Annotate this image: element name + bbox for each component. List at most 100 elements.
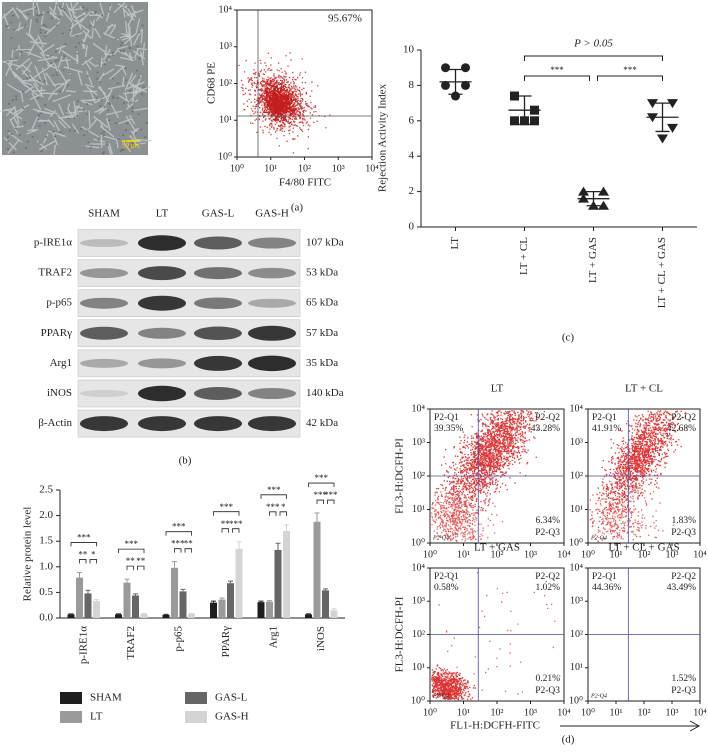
cell-outlines [0, 0, 152, 156]
blot-band [138, 416, 186, 432]
error-bar [306, 613, 311, 615]
event-cloud [431, 664, 476, 701]
x-tick-label: 10⁰ [581, 707, 595, 718]
error-bar [180, 588, 186, 592]
lane-label: GAS-H [255, 208, 289, 220]
significance-label: *** [623, 65, 637, 75]
x-tick-label: 10² [638, 549, 651, 560]
data-point [598, 200, 609, 210]
blot-band [194, 387, 242, 400]
x-tick-label: 10³ [524, 549, 537, 560]
quadrant-name: P2-Q1 [592, 413, 617, 423]
significance-label: ** [221, 519, 231, 529]
event-cloud [431, 482, 504, 543]
significance-bracket [79, 559, 87, 564]
y-tick-label: 0.0 [39, 612, 53, 624]
significance-label: *** [550, 65, 564, 75]
significance-label: ** [136, 556, 146, 566]
blot-band [194, 297, 242, 309]
significance-bracket [260, 494, 287, 499]
data-point [441, 80, 450, 90]
quadrant-name: P2-Q3 [671, 686, 696, 696]
significance-label: *** [229, 519, 243, 529]
bar [132, 595, 139, 618]
x-tick-label: 10¹ [610, 707, 623, 718]
blot-band [194, 355, 242, 371]
quadrant-percent: 1.52% [671, 674, 696, 684]
significance-bracket [89, 559, 97, 564]
lane-label: SHAM [88, 208, 120, 220]
significance-bracket [279, 511, 287, 516]
y-tick-label: 10⁰ [411, 537, 425, 548]
quadrant-name: P2-Q4 [432, 534, 449, 541]
significance-bracket [184, 548, 192, 553]
quadrant-percent: 42.68% [667, 424, 696, 434]
error-bar [77, 571, 82, 578]
legend-swatch [185, 692, 207, 704]
y-tick-label: 10⁴ [570, 403, 584, 414]
blot-band [80, 268, 128, 279]
significance-bracket [126, 565, 134, 571]
subplot-title: LT + CL [625, 383, 663, 395]
y-tick-label: 10⁴ [219, 4, 233, 15]
legend-label: GAS-L [215, 692, 248, 704]
significance-bracket [327, 499, 335, 505]
y-tick-label: 10¹ [219, 115, 232, 126]
protein-label: p-p65 [46, 297, 72, 309]
blot-band [80, 390, 128, 397]
quadrant-name: P2-Q1 [434, 413, 459, 423]
blot-band [80, 239, 128, 247]
error-bar [189, 612, 194, 614]
y-tick-label: 10¹ [570, 662, 583, 673]
error-bar [211, 600, 216, 603]
data-point [588, 200, 599, 210]
error-bar [323, 588, 328, 591]
data-point [667, 123, 678, 133]
significance-label: *** [125, 539, 139, 549]
y-tick-label: 10⁴ [570, 562, 584, 573]
legend-label: SHAM [90, 692, 122, 704]
x-tick-label: iNOS [315, 626, 327, 651]
x-tick-label: PPARγ [220, 626, 232, 658]
quadrant-name: P2-Q3 [671, 528, 696, 538]
y-tick-label: 8 [409, 79, 415, 91]
bar [218, 599, 226, 618]
significance-label: ** [184, 539, 194, 549]
x-axis-label: F4/80 FITC [279, 177, 331, 189]
significance-bracket [221, 528, 229, 533]
error-bar [116, 613, 121, 615]
significance-label: *** [171, 539, 185, 549]
bar [322, 590, 329, 618]
legend-label: LT [90, 711, 103, 723]
blot-band [194, 267, 242, 280]
data-point [510, 116, 519, 126]
y-tick-label: 1.0 [39, 560, 53, 572]
x-tick-label: 10⁴ [557, 549, 571, 560]
significance-label: P > 0.05 [573, 38, 613, 50]
y-tick-label: 2.5 [39, 484, 53, 496]
blot-band [248, 237, 296, 249]
x-tick-label: TRAF2 [125, 626, 137, 660]
quadrant-percent: 44.36% [592, 583, 621, 593]
x-tick-label: 10¹ [264, 163, 277, 174]
y-tick-label: 10⁰ [411, 695, 425, 706]
bar [84, 593, 92, 618]
size-label: 107 kDa [306, 237, 344, 249]
blot-band [138, 385, 186, 402]
error-bar [284, 524, 289, 531]
y-axis-label: CD68 PE [206, 62, 218, 104]
y-tick-label: 10³ [412, 596, 425, 607]
x-tick-label: LT [449, 237, 461, 250]
bar [188, 613, 195, 618]
bar [266, 601, 273, 618]
y-tick-label: 10⁴ [412, 562, 426, 573]
bar [313, 521, 321, 618]
quadrant-percent: 6.34% [535, 516, 560, 526]
protein-label: β-Actin [38, 417, 72, 429]
significance-label: *** [266, 502, 280, 512]
data-point [578, 193, 589, 203]
size-label: 42 kDa [306, 417, 338, 429]
data-point [598, 186, 609, 196]
x-tick-label: 10² [491, 707, 504, 718]
significance-label: *** [172, 522, 186, 532]
